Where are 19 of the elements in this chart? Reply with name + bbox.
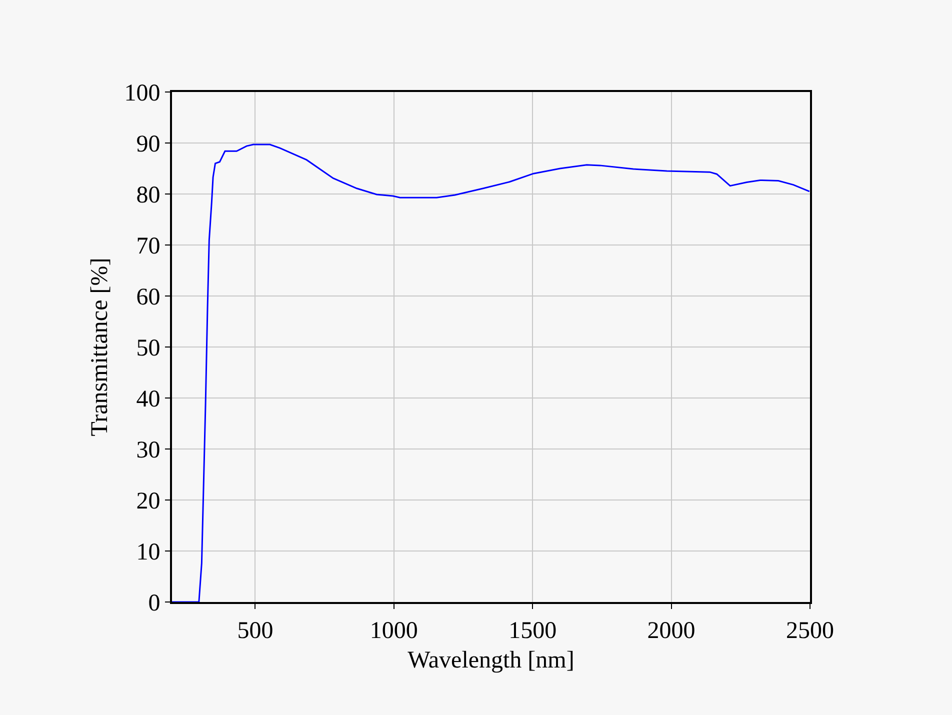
x-axis-title: Wavelength [nm] — [408, 648, 574, 674]
y-tick-label: 10 — [136, 539, 160, 566]
x-tick-label: 1000 — [370, 618, 418, 644]
y-tick-label: 60 — [136, 284, 160, 310]
y-tick-label: 90 — [136, 131, 160, 158]
y-tick-label: 50 — [136, 335, 160, 362]
y-tick-label: 40 — [136, 386, 160, 412]
y-tick-label: 0 — [148, 590, 160, 616]
y-tick-label: 20 — [136, 488, 160, 514]
y-axis-title: Transmittance [%] — [86, 258, 113, 436]
line-series — [172, 144, 810, 602]
x-tick-label: 1500 — [508, 618, 557, 644]
y-tick-label: 80 — [136, 182, 160, 208]
x-tick-label: 2000 — [647, 618, 696, 644]
x-tick-label: 2500 — [786, 618, 834, 644]
y-tick-label: 100 — [124, 80, 160, 106]
y-tick-label: 70 — [136, 233, 160, 260]
x-tick-label: 500 — [237, 618, 274, 644]
y-tick-label: 30 — [136, 437, 160, 464]
